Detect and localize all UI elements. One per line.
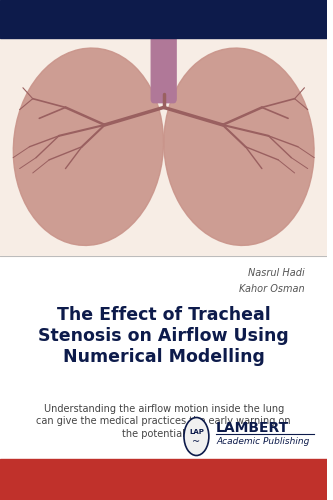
Text: Nasrul Hadi: Nasrul Hadi [248,268,304,278]
Ellipse shape [13,48,164,246]
Text: Academic Publishing: Academic Publishing [216,437,309,446]
Circle shape [184,418,209,456]
Text: ~: ~ [192,436,200,446]
Text: LAMBERT: LAMBERT [216,420,289,434]
Bar [0,0,327,38]
Bar [0,38,327,256]
Ellipse shape [164,48,314,246]
Text: Understanding the airflow motion inside the lung
can give the medical practices : Understanding the airflow motion inside … [36,404,291,439]
Text: The Effect of Tracheal
Stenosis on Airflow Using
Numerical Modelling: The Effect of Tracheal Stenosis on Airfl… [38,306,289,366]
Text: Kahor Osman: Kahor Osman [239,284,304,294]
Bar [0,459,327,500]
Text: LAP: LAP [189,430,204,436]
FancyBboxPatch shape [151,29,176,102]
